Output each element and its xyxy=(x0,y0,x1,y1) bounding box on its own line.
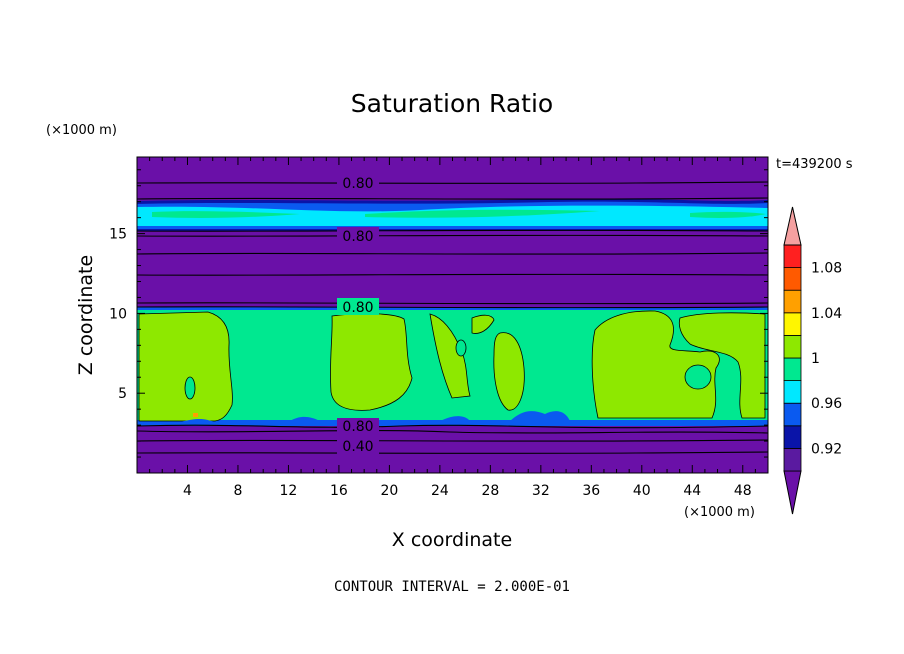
colorbar-band xyxy=(783,334,802,359)
x-tick-label: 8 xyxy=(233,483,242,499)
contour-line xyxy=(136,252,769,255)
supersat-region-4 xyxy=(471,314,495,334)
colorbar-level-label: 1.08 xyxy=(811,261,842,277)
contour-label-bg xyxy=(337,227,379,244)
contour-line xyxy=(136,424,769,429)
colorbar-arrow-low xyxy=(783,470,802,515)
colorbar-band xyxy=(783,447,802,472)
colorbar-level-label: 0.92 xyxy=(811,441,842,457)
supersat-region-3 xyxy=(429,313,471,399)
y-tick-label: 15 xyxy=(109,227,127,243)
y-tick-label: 5 xyxy=(118,386,127,402)
x-tick-label: 20 xyxy=(380,483,398,499)
upper-moist-band-green3 xyxy=(690,211,766,218)
supersat-region-5 xyxy=(493,332,525,411)
colorbar-band xyxy=(783,312,802,336)
contour-label: 0.40 xyxy=(342,439,373,455)
colorbar-level-label: 1 xyxy=(811,351,820,367)
x-tick-label: 4 xyxy=(183,483,192,499)
contour-label-bg xyxy=(337,438,379,454)
x-tick-label: 48 xyxy=(734,483,752,499)
contour-line xyxy=(136,273,769,276)
supersat-spot-orange xyxy=(193,413,198,417)
x-tick-label: 28 xyxy=(481,483,499,499)
colorbar-level-label: 0.96 xyxy=(811,396,842,412)
colorbar-band xyxy=(783,357,802,382)
cloud-base-wave xyxy=(137,411,768,426)
x-tick-label: 40 xyxy=(633,483,651,499)
supersat-region-1 xyxy=(138,311,233,422)
y-tick-label: 10 xyxy=(109,306,127,322)
x-tick-label: 24 xyxy=(431,483,449,499)
supersat-region-7 xyxy=(678,312,766,419)
plot-area: 0.80 0.80 0.80 0.80 0.40 xyxy=(136,156,769,474)
x-unit-label: (×1000 m) xyxy=(684,505,755,520)
supersat-region-6 xyxy=(591,310,720,419)
colorbar xyxy=(783,206,802,515)
y-axis-label: Z coordinate xyxy=(75,255,97,375)
supersat-region-2 xyxy=(330,313,413,411)
y-unit-label: (×1000 m) xyxy=(46,123,117,138)
contour-label: 0.80 xyxy=(342,229,373,245)
contour-lines xyxy=(136,181,769,454)
upper-moist-layer xyxy=(137,198,768,231)
contour-line xyxy=(136,302,769,305)
upper-moist-band-green2 xyxy=(365,209,600,218)
colorbar-band xyxy=(783,425,802,449)
chart-title: Saturation Ratio xyxy=(351,89,553,118)
colorbar-band xyxy=(783,289,802,314)
contour-line xyxy=(136,430,769,434)
x-tick-label: 16 xyxy=(330,483,348,499)
cloud-layer xyxy=(137,307,768,426)
subsat-pocket-1 xyxy=(184,376,196,400)
contour-label: 0.80 xyxy=(342,176,373,192)
contour-line xyxy=(136,234,769,237)
contour-line xyxy=(136,197,769,200)
colorbar-labels: 0.92 0.96 1 1.04 1.08 xyxy=(811,261,842,458)
subsat-pocket-3 xyxy=(455,339,467,357)
contour-label: 0.80 xyxy=(342,419,373,435)
subsat-pocket-2 xyxy=(684,364,712,390)
colorbar-band xyxy=(783,380,802,404)
contour-line xyxy=(136,306,769,309)
time-label: t=439200 s xyxy=(776,157,853,172)
cloud-top-edge xyxy=(137,307,768,310)
contour-line xyxy=(136,451,769,454)
upper-moist-band-green1 xyxy=(152,211,300,218)
contour-labels: 0.80 0.80 0.80 0.80 0.40 xyxy=(337,174,379,455)
x-tick-label: 44 xyxy=(683,483,701,499)
axis-ticks xyxy=(137,157,768,473)
colorbar-level-label: 1.04 xyxy=(811,306,842,322)
colorbar-arrow-high xyxy=(783,206,802,246)
x-tick-label: 36 xyxy=(582,483,600,499)
colorbar-band xyxy=(783,267,802,291)
x-tick-label: 32 xyxy=(532,483,550,499)
contour-line xyxy=(136,229,769,232)
x-axis-label: X coordinate xyxy=(392,529,512,551)
contour-label: 0.80 xyxy=(342,300,373,316)
contour-label-bg xyxy=(337,418,379,434)
x-tick-label: 12 xyxy=(280,483,298,499)
contour-interval-footer: CONTOUR INTERVAL = 2.000E-01 xyxy=(334,579,570,595)
colorbar-band xyxy=(783,402,802,427)
colorbar-band xyxy=(783,244,802,269)
contour-line xyxy=(136,181,769,184)
contour-label-bg xyxy=(337,174,379,191)
contour-line xyxy=(136,439,769,442)
contour-label-bg xyxy=(337,298,379,315)
